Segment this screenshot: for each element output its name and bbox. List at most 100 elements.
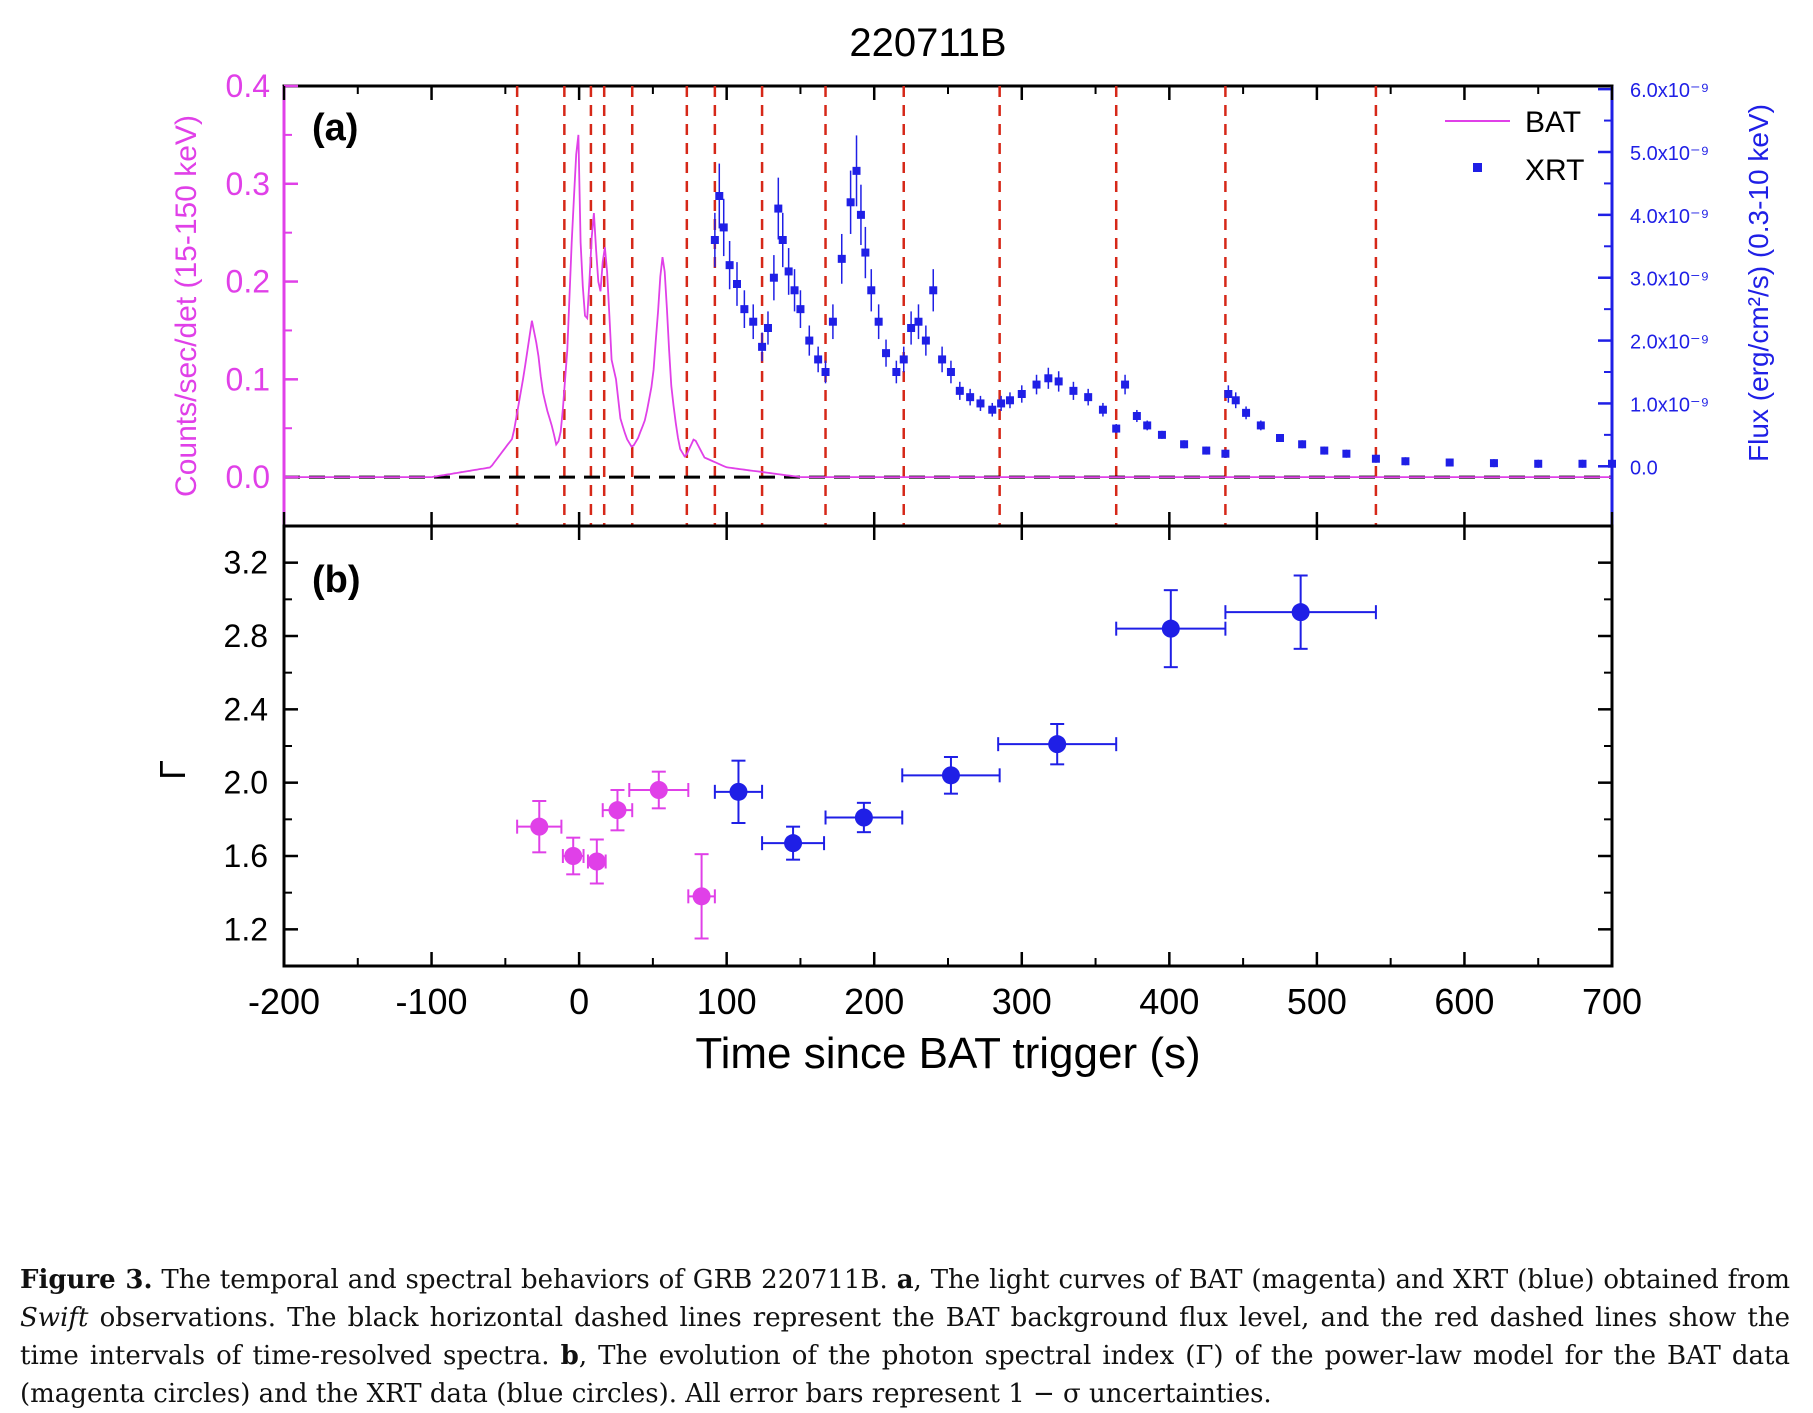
b-y-tick-label: 2.4	[224, 691, 268, 727]
xrt-point	[837, 254, 846, 263]
xrt-point	[1112, 424, 1121, 433]
xrt-point	[790, 286, 799, 295]
xrt-gamma-point	[854, 808, 873, 827]
xrt-gamma-point	[784, 834, 803, 853]
xrt-point	[921, 336, 930, 345]
bat-gamma-point	[649, 781, 668, 799]
bat-gamma-point	[587, 852, 606, 871]
panel-b-y-axis-label: Γ	[152, 760, 193, 780]
xrt-point	[769, 273, 778, 282]
panel-b-y-axis: 1.2 1.6 2.0 2.4 2.8 3.2	[224, 545, 1612, 947]
xrt-point	[966, 393, 975, 402]
xrt-point	[997, 399, 1006, 408]
xrt-point	[1032, 380, 1041, 389]
xrt-point	[1084, 393, 1093, 402]
xrt-gamma-point	[729, 782, 748, 801]
xrt-point	[846, 198, 855, 207]
xrt-point	[1221, 449, 1230, 458]
right-tick-label: 6.0x10⁻⁹	[1630, 80, 1709, 102]
xrt-point	[852, 166, 861, 175]
xrt-point	[805, 336, 814, 345]
xrt-point	[821, 368, 830, 376]
x-tick-label: -100	[396, 981, 468, 1022]
xrt-point	[955, 386, 964, 395]
xrt-point	[719, 223, 728, 232]
xrt-point	[938, 355, 947, 364]
right-tick-label: 1.0x10⁻⁹	[1630, 394, 1709, 416]
xrt-point	[1069, 386, 1078, 395]
figure: 220711B 0.0 0.1 0.2 0.3 0.4 0.0 1.0x10⁻⁹ 2.0x1…	[152, 21, 1774, 1078]
right-tick-label: 4.0x10⁻⁹	[1630, 206, 1709, 228]
right-y-axis: 0.0 1.0x10⁻⁹ 2.0x10⁻⁹ 3.0x10⁻⁹ 4.0x10⁻⁹ 5.0x1…	[1598, 80, 1709, 526]
xrt-point	[778, 236, 787, 244]
bat-gamma-point	[608, 801, 627, 820]
b-y-tick-label: 1.2	[224, 911, 268, 947]
xrt-point	[1298, 440, 1307, 449]
xrt-points	[710, 135, 1616, 468]
x-tick-label: 500	[1287, 981, 1347, 1022]
xrt-point	[1005, 396, 1014, 405]
legend: BAT XRT	[1445, 106, 1584, 187]
caption-a-label: a	[896, 1265, 914, 1295]
panel-b: 1.2 1.6 2.0 2.4 2.8 3.2 -200 -100 0 100 200 300 400…	[152, 86, 1642, 1022]
bat-gamma-point	[564, 847, 583, 865]
right-tick-label: 5.0x10⁻⁹	[1630, 143, 1709, 165]
xrt-point	[1098, 405, 1107, 414]
xrt-point	[988, 405, 997, 414]
xrt-point	[1578, 459, 1587, 468]
b-y-tick-label: 3.2	[224, 545, 268, 581]
xrt-point	[907, 324, 916, 332]
b-y-tick-label: 2.0	[224, 765, 268, 801]
xrt-point	[1121, 380, 1130, 389]
right-y-axis-label: Flux (erg/cm²/s) (0.3-10 keV)	[1743, 104, 1774, 462]
xrt-point	[1231, 396, 1240, 405]
xrt-point	[1256, 421, 1265, 430]
xrt-gamma-point	[1161, 619, 1180, 638]
xrt-point	[758, 342, 767, 351]
xrt-point	[867, 286, 876, 295]
left-tick-label: 0.2	[226, 264, 270, 300]
right-tick-label: 0.0	[1630, 457, 1658, 479]
xrt-point	[725, 261, 734, 270]
xrt-point	[929, 286, 938, 295]
left-tick-label: 0.4	[226, 68, 270, 104]
b-y-tick-label: 1.6	[224, 838, 268, 874]
caption-text-3: observations. The black horizontal dashe…	[20, 1303, 1790, 1371]
xrt-point	[740, 305, 749, 314]
xrt-point	[1132, 412, 1141, 420]
xrt-gamma-point	[941, 766, 960, 785]
bat-gamma-point	[692, 887, 711, 906]
xrt-point	[1276, 434, 1284, 442]
caption-lead: Figure 3.	[20, 1265, 153, 1295]
xrt-point	[1489, 459, 1498, 468]
caption-text-2: , The light curves of BAT (magenta) and …	[913, 1265, 1790, 1295]
panel-a-frame	[282, 84, 1614, 528]
figure-caption: Figure 3. The temporal and spectral beha…	[20, 1261, 1790, 1413]
xrt-point	[1371, 454, 1380, 463]
right-tick-label: 3.0x10⁻⁹	[1630, 269, 1709, 291]
xrt-point	[1320, 446, 1329, 455]
left-tick-label: 0.0	[226, 459, 270, 495]
legend-xrt-swatch	[1473, 163, 1482, 172]
legend-xrt-label: XRT	[1525, 154, 1584, 187]
gamma-points	[516, 574, 1377, 940]
xrt-point	[763, 324, 772, 332]
xrt-point	[774, 204, 783, 213]
xrt-point	[1242, 408, 1251, 417]
xrt-point	[1445, 458, 1454, 467]
xrt-gamma-point	[1291, 603, 1310, 622]
xrt-point	[874, 317, 883, 326]
panel-b-frame	[282, 524, 1614, 968]
xrt-point	[1143, 421, 1152, 430]
bat-light-curve	[284, 134, 1612, 478]
xrt-point	[1054, 377, 1063, 386]
right-tick-label: 2.0x10⁻⁹	[1630, 332, 1709, 354]
x-tick-label: 600	[1434, 981, 1494, 1022]
xrt-point	[715, 192, 724, 200]
panel-a-label: (a)	[312, 107, 358, 149]
xrt-point	[1342, 449, 1351, 458]
x-tick-label: -200	[248, 981, 320, 1022]
left-tick-label: 0.3	[226, 166, 270, 202]
x-tick-label: 400	[1139, 981, 1199, 1022]
b-y-tick-label: 2.8	[224, 618, 268, 654]
